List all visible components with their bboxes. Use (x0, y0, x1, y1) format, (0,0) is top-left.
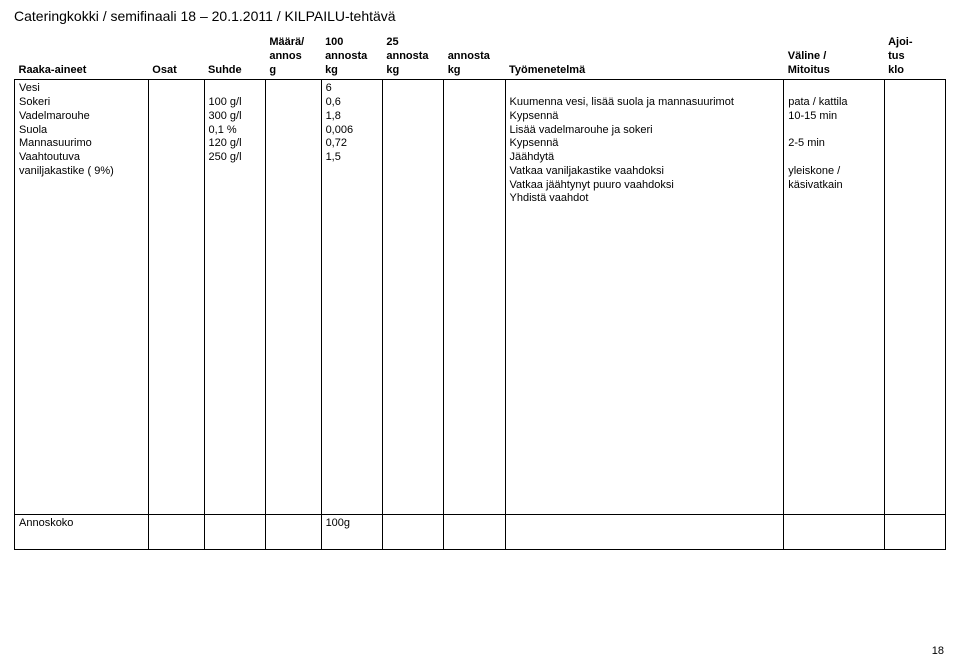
cell-ajoitus (884, 80, 945, 515)
cell2-25 (382, 515, 443, 550)
col-raaka-aineet: Raaka-aineet (15, 34, 149, 80)
cell2-tyo (505, 515, 784, 550)
cell2-maara (265, 515, 321, 550)
col-25-annosta: 25 annosta kg (382, 34, 443, 80)
table-row: Annoskoko 100g (15, 515, 946, 550)
cell-suhde: 100 g/l 300 g/l 0,1 % 120 g/l 250 g/l (204, 80, 265, 515)
cell2-ajoitus (884, 515, 945, 550)
table-header-row: Raaka-aineet Osat Suhde Määrä/ annos g 1… (15, 34, 946, 80)
col-ajoitus: Ajoi- tus klo (884, 34, 945, 80)
col-maara: Määrä/ annos g (265, 34, 321, 80)
col-osat: Osat (148, 34, 204, 80)
page-title: Cateringkokki / semifinaali 18 – 20.1.20… (14, 8, 946, 24)
col-valine: Väline / Mitoitus (784, 34, 884, 80)
cell2-osat (148, 515, 204, 550)
table-row: Vesi Sokeri Vadelmarouhe Suola Mannasuur… (15, 80, 946, 515)
col-tyomenetelma: Työmenetelmä (505, 34, 784, 80)
cell-25 (382, 80, 443, 515)
col-annosta: annosta kg (444, 34, 505, 80)
cell-blank (444, 80, 505, 515)
cell-raaka: Vesi Sokeri Vadelmarouhe Suola Mannasuur… (15, 80, 149, 515)
col-100-annosta: 100 annosta kg (321, 34, 382, 80)
cell-100: 6 0,6 1,8 0,006 0,72 1,5 (321, 80, 382, 515)
cell-tyo: Kuumenna vesi, lisää suola ja mannasuuri… (505, 80, 784, 515)
cell2-100: 100g (321, 515, 382, 550)
cell-valine: pata / kattila 10-15 min 2-5 min yleisko… (784, 80, 884, 515)
cell2-valine (784, 515, 884, 550)
cell-osat (148, 80, 204, 515)
col-suhde: Suhde (204, 34, 265, 80)
cell2-suhde (204, 515, 265, 550)
page-number: 18 (932, 645, 944, 657)
cell2-raaka: Annoskoko (15, 515, 149, 550)
cell2-blank (444, 515, 505, 550)
recipe-table: Raaka-aineet Osat Suhde Määrä/ annos g 1… (14, 34, 946, 550)
cell-maara (265, 80, 321, 515)
page: Cateringkokki / semifinaali 18 – 20.1.20… (0, 0, 960, 663)
